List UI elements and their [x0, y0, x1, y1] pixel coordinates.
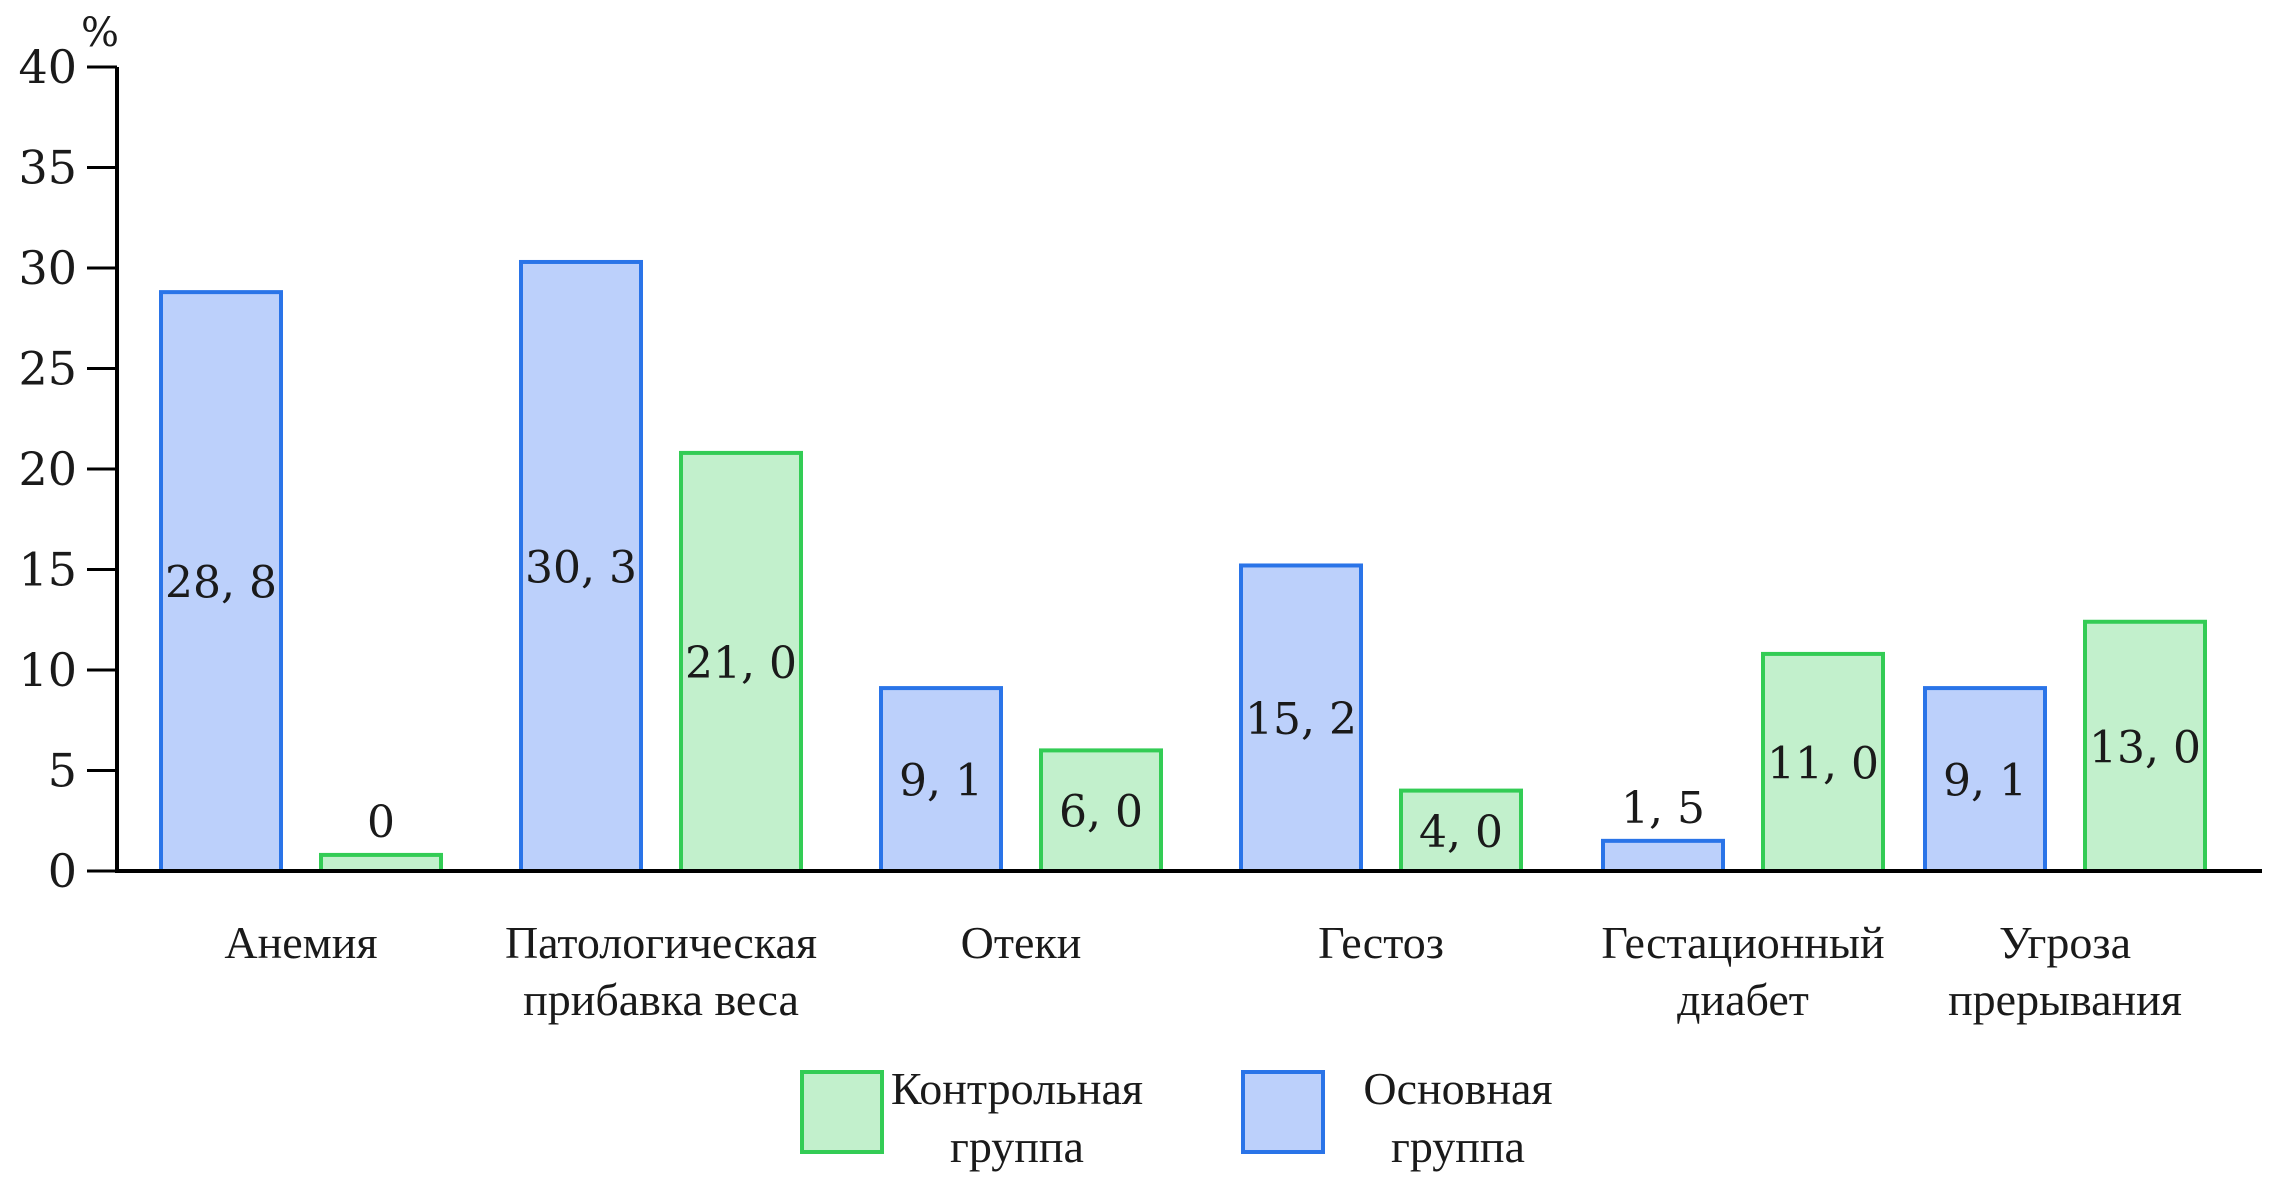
category-label-line: Анемия	[224, 917, 377, 968]
data-label-control-4: 11, 0	[1767, 738, 1879, 789]
data-label-main-1: 30, 3	[525, 542, 637, 593]
legend: Контрольная группа Основная группа	[800, 1063, 1553, 1172]
category-label-line: Патологическая	[505, 917, 817, 968]
y-tick-label-40: 40	[18, 40, 77, 94]
legend-label-control: Контрольная группа	[891, 1063, 1143, 1172]
legend-label-line: группа	[950, 1121, 1084, 1172]
legend-label-line: группа	[1391, 1121, 1525, 1172]
y-tick-label-25: 25	[18, 342, 77, 396]
bar-control-0	[319, 852, 443, 873]
data-label-main-0: 28, 8	[165, 558, 277, 609]
bar-main-2	[879, 686, 1003, 874]
axes-layer: 0 5 10 15 20 25 30 35 40%	[18, 10, 2262, 898]
data-label-main-4: 1, 5	[1621, 783, 1705, 834]
category-label-line: прибавка веса	[523, 974, 799, 1025]
category-label-0: Анемия	[224, 917, 377, 968]
category-label-1: Патологическая прибавка веса	[505, 917, 817, 1025]
bar-control-1	[679, 450, 803, 873]
legend-label-line: Контрольная	[891, 1063, 1143, 1114]
labels-layer: 28, 8 0 30, 3 21, 0 9, 1 6, 0 15, 2 4, 0 1, 5 11,…	[165, 542, 2201, 1025]
bars-layer	[159, 259, 2207, 874]
y-unit-label: %	[81, 10, 119, 56]
data-label-main-2: 9, 1	[899, 756, 983, 807]
category-label-line: Отеки	[961, 917, 1082, 968]
y-tick-label-0: 0	[48, 844, 77, 898]
y-tick-label-15: 15	[18, 543, 77, 597]
category-label-line: Гестоз	[1318, 917, 1444, 968]
y-tick-label-5: 5	[48, 744, 77, 798]
legend-label-line: Основная	[1363, 1063, 1552, 1114]
category-label-3: Гестоз	[1318, 917, 1444, 968]
legend-label-main: Основная группа	[1363, 1063, 1552, 1172]
y-tick-label-20: 20	[18, 442, 77, 496]
category-label-4: Гестационный диабет	[1601, 917, 1884, 1025]
bar-main-0	[159, 290, 283, 873]
data-label-control-5: 13, 0	[2089, 722, 2201, 773]
y-tick-label-10: 10	[18, 643, 77, 697]
category-label-5: Угроза прерывания	[1948, 917, 2182, 1025]
y-tick-label-35: 35	[18, 141, 77, 195]
category-label-line: Гестационный	[1601, 917, 1884, 968]
bar-main-4	[1601, 838, 1725, 873]
bar-main-1	[519, 259, 643, 874]
y-tick-label-30: 30	[18, 241, 77, 295]
data-label-control-3: 4, 0	[1419, 807, 1503, 858]
data-label-control-1: 21, 0	[685, 638, 797, 689]
data-label-control-0: 0	[367, 797, 395, 848]
category-label-2: Отеки	[961, 917, 1082, 968]
legend-swatch-main	[1241, 1070, 1325, 1154]
legend-swatch-control	[800, 1070, 884, 1154]
bar-control-5	[2083, 619, 2207, 874]
bar-control-4	[1761, 651, 1885, 873]
category-label-line: диабет	[1677, 974, 1809, 1025]
data-label-main-3: 15, 2	[1245, 694, 1357, 745]
category-label-line: Угроза	[1999, 917, 2131, 968]
category-label-line: прерывания	[1948, 974, 2182, 1025]
bar-main-3	[1239, 563, 1363, 873]
data-label-control-2: 6, 0	[1059, 787, 1143, 838]
data-label-main-5: 9, 1	[1943, 756, 2027, 807]
